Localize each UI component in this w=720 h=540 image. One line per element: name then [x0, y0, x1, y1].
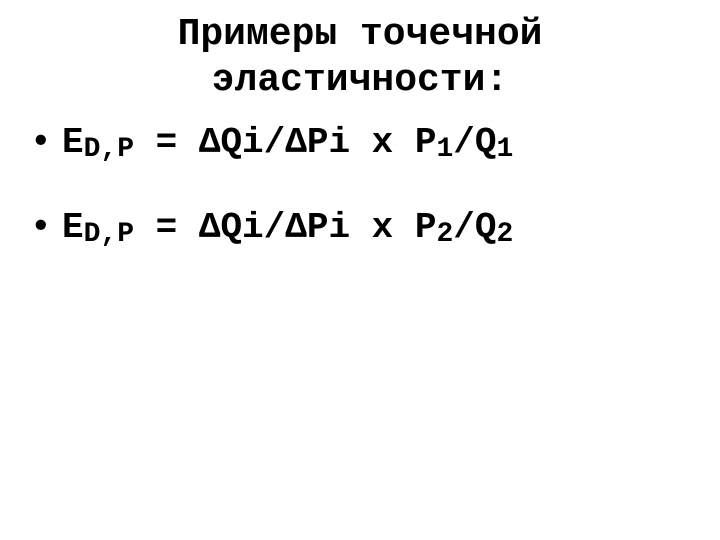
formula-e: Е — [62, 207, 84, 248]
formula-sub-p: 1 — [436, 134, 453, 165]
formula-sub-dp: D,P — [84, 219, 134, 250]
formula-sub-p: 2 — [436, 219, 453, 250]
formula-eq: = ΔQi/ΔPi x P — [134, 207, 436, 248]
formula-slash-q: /Q — [453, 207, 496, 248]
formula-sub-dp: D,P — [84, 134, 134, 165]
formula-list: ЕD,P = ΔQi/ΔPi x P1/Q1 ЕD,P = ΔQi/ΔPi x … — [30, 121, 690, 249]
list-item: ЕD,P = ΔQi/ΔPi x P2/Q2 — [30, 206, 690, 249]
formula-e: Е — [62, 122, 84, 163]
title-line-2: эластичности: — [212, 59, 508, 102]
formula-sub-q: 1 — [497, 134, 514, 165]
formula-eq: = ΔQi/ΔPi x P — [134, 122, 436, 163]
formula-sub-q: 2 — [497, 219, 514, 250]
slide-title: Примеры точечной эластичности: — [30, 12, 690, 103]
list-item: ЕD,P = ΔQi/ΔPi x P1/Q1 — [30, 121, 690, 164]
formula-slash-q: /Q — [453, 122, 496, 163]
title-line-1: Примеры точечной — [178, 13, 543, 56]
